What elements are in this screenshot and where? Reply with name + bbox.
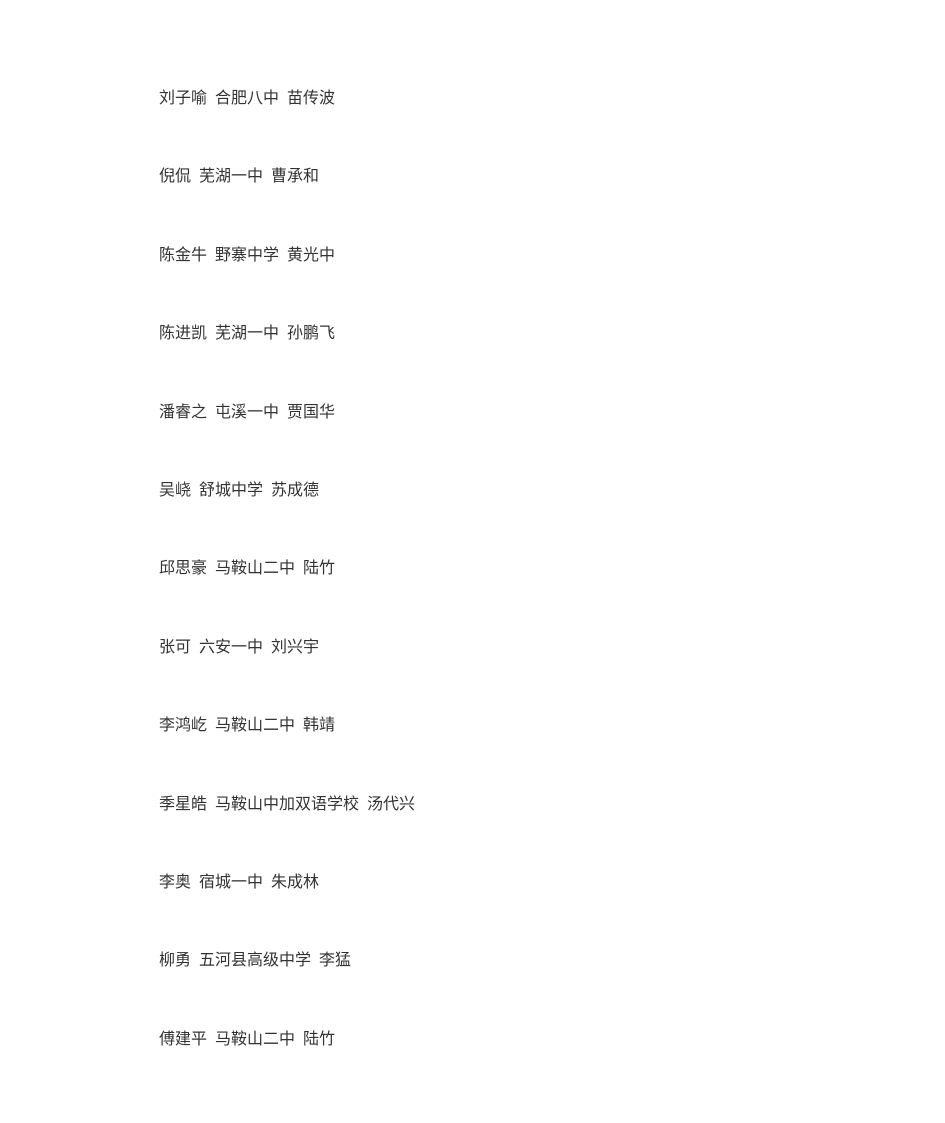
roster-entry: 刘子喻合肥八中苗传波 <box>159 88 945 110</box>
roster-entry: 李鸿屹马鞍山二中韩靖 <box>159 715 945 737</box>
roster-entry: 陈进凯芜湖一中孙鹏飞 <box>159 323 945 345</box>
student-name: 陈金牛 <box>159 245 207 267</box>
roster-entry: 傅建平马鞍山二中陆竹 <box>159 1029 945 1051</box>
school-name: 马鞍山二中 <box>215 715 295 737</box>
teacher-name: 陆竹 <box>303 1029 335 1051</box>
student-name: 李奥 <box>159 872 191 894</box>
teacher-name: 黄光中 <box>287 245 335 267</box>
school-name: 野寨中学 <box>215 245 279 267</box>
roster-entry: 陈金牛野寨中学黄光中 <box>159 245 945 267</box>
teacher-name: 韩靖 <box>303 715 335 737</box>
school-name: 马鞍山中加双语学校 <box>215 794 359 816</box>
student-name: 邱思豪 <box>159 558 207 580</box>
student-name: 吴峣 <box>159 480 191 502</box>
school-name: 宿城一中 <box>199 872 263 894</box>
roster-entry: 李奥宿城一中朱成林 <box>159 872 945 894</box>
teacher-name: 李猛 <box>319 950 351 972</box>
school-name: 芜湖一中 <box>199 166 263 188</box>
school-name: 马鞍山二中 <box>215 558 295 580</box>
teacher-name: 刘兴宇 <box>271 637 319 659</box>
teacher-name: 孙鹏飞 <box>287 323 335 345</box>
school-name: 屯溪一中 <box>215 402 279 424</box>
roster-list: 刘子喻合肥八中苗传波倪侃芜湖一中曹承和陈金牛野寨中学黄光中陈进凯芜湖一中孙鹏飞潘… <box>159 88 945 1051</box>
school-name: 五河县高级中学 <box>199 950 311 972</box>
school-name: 六安一中 <box>199 637 263 659</box>
roster-entry: 倪侃芜湖一中曹承和 <box>159 166 945 188</box>
teacher-name: 曹承和 <box>271 166 319 188</box>
school-name: 舒城中学 <box>199 480 263 502</box>
school-name: 马鞍山二中 <box>215 1029 295 1051</box>
teacher-name: 汤代兴 <box>367 794 415 816</box>
student-name: 刘子喻 <box>159 88 207 110</box>
roster-entry: 邱思豪马鞍山二中陆竹 <box>159 558 945 580</box>
student-name: 柳勇 <box>159 950 191 972</box>
school-name: 合肥八中 <box>215 88 279 110</box>
school-name: 芜湖一中 <box>215 323 279 345</box>
roster-entry: 张可六安一中刘兴宇 <box>159 637 945 659</box>
student-name: 李鸿屹 <box>159 715 207 737</box>
teacher-name: 苏成德 <box>271 480 319 502</box>
student-name: 潘睿之 <box>159 402 207 424</box>
student-name: 季星皓 <box>159 794 207 816</box>
roster-entry: 柳勇五河县高级中学李猛 <box>159 950 945 972</box>
student-name: 傅建平 <box>159 1029 207 1051</box>
teacher-name: 贾国华 <box>287 402 335 424</box>
roster-entry: 季星皓马鞍山中加双语学校汤代兴 <box>159 794 945 816</box>
student-name: 张可 <box>159 637 191 659</box>
teacher-name: 朱成林 <box>271 872 319 894</box>
roster-entry: 潘睿之屯溪一中贾国华 <box>159 402 945 424</box>
roster-entry: 吴峣舒城中学苏成德 <box>159 480 945 502</box>
teacher-name: 苗传波 <box>287 88 335 110</box>
student-name: 倪侃 <box>159 166 191 188</box>
student-name: 陈进凯 <box>159 323 207 345</box>
teacher-name: 陆竹 <box>303 558 335 580</box>
